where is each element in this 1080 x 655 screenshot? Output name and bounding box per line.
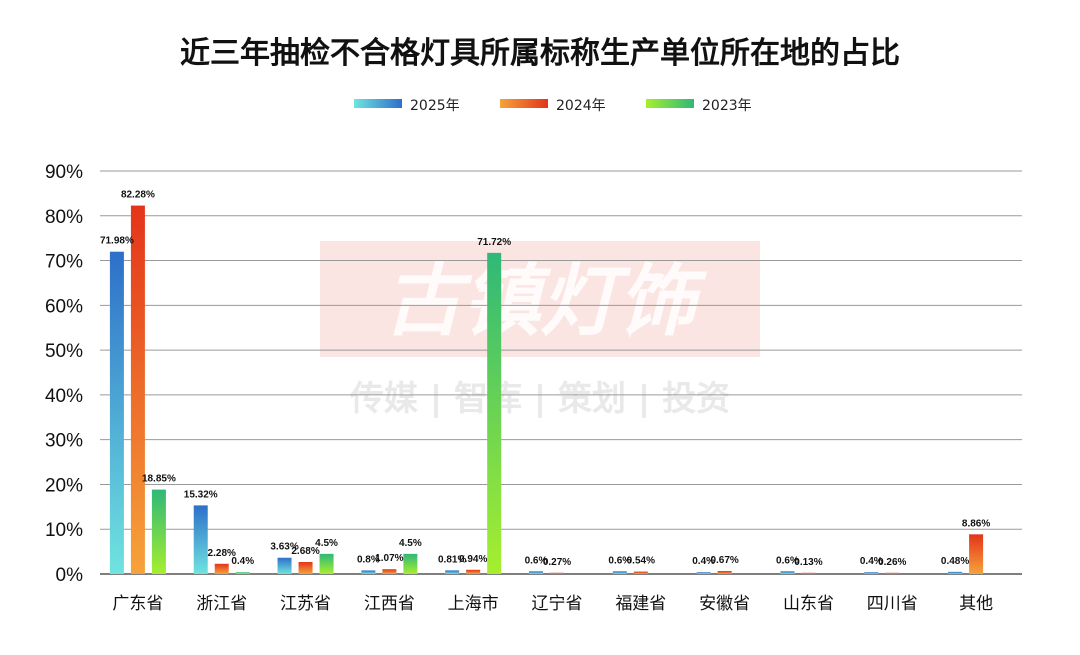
legend-swatch xyxy=(500,99,548,108)
bar xyxy=(382,569,397,574)
x-tick-label: 浙江省 xyxy=(196,594,247,614)
x-tick-label: 四川省 xyxy=(867,594,918,614)
data-label: 3.63% xyxy=(270,542,298,553)
watermark-tagline: 传媒 | 智库 | 策划 | 投资 xyxy=(349,379,730,419)
chart-title: 近三年抽检不合格灯具所属标称生产单位所在地的占比 xyxy=(180,36,900,71)
bar xyxy=(801,572,816,574)
data-label: 4.5% xyxy=(315,538,338,549)
data-label: 0.27% xyxy=(543,557,571,568)
x-tick-label: 广东省 xyxy=(112,594,163,614)
bar xyxy=(780,571,795,574)
bar xyxy=(298,561,313,574)
bar xyxy=(550,572,564,574)
watermark-logo-text: 古镇灯饰 xyxy=(384,256,708,347)
y-tick-label: 90% xyxy=(45,162,83,183)
data-label: 0.4% xyxy=(860,556,883,567)
data-label: 0.4% xyxy=(231,556,254,567)
y-tick-label: 60% xyxy=(45,296,83,317)
legend-label: 2023年 xyxy=(702,98,752,114)
bar xyxy=(717,570,732,574)
y-axis-ticks: 0% 10% 20% 30% 40% 50% 60% 70% 80% 90% xyxy=(45,162,83,586)
y-tick-label: 10% xyxy=(45,520,83,541)
bar xyxy=(214,563,229,574)
bar xyxy=(885,572,900,574)
gridlines xyxy=(100,170,1022,575)
x-tick-label: 安徽省 xyxy=(699,594,750,614)
x-tick-label: 江西省 xyxy=(364,594,415,614)
data-label: 82.28% xyxy=(121,190,155,201)
data-label: 71.98% xyxy=(100,236,134,247)
data-label: 0.13% xyxy=(794,557,822,568)
bar xyxy=(403,553,418,574)
x-tick-label: 辽宁省 xyxy=(532,594,583,614)
data-label: 0.6% xyxy=(776,555,799,566)
legend: 2025年 2024年 2023年 xyxy=(354,98,752,114)
y-tick-label: 30% xyxy=(45,431,83,452)
bar xyxy=(445,570,460,574)
bar xyxy=(466,569,481,574)
data-label: 15.32% xyxy=(184,489,218,500)
bar xyxy=(487,252,502,575)
y-tick-label: 0% xyxy=(56,565,84,586)
y-tick-label: 20% xyxy=(45,475,83,496)
bar xyxy=(969,534,984,574)
y-tick-label: 80% xyxy=(45,207,83,228)
data-label: 2.68% xyxy=(291,546,319,557)
bar xyxy=(109,251,124,574)
bar xyxy=(633,571,648,574)
data-label: 71.72% xyxy=(477,237,511,248)
data-label: 0.81% xyxy=(438,554,466,565)
y-tick-label: 70% xyxy=(45,252,83,273)
data-label: 0.26% xyxy=(878,557,906,568)
data-label: 0.4% xyxy=(692,556,715,567)
data-label: 4.5% xyxy=(399,538,422,549)
x-tick-label: 江苏省 xyxy=(280,594,331,614)
bar xyxy=(193,505,208,574)
bar xyxy=(696,572,711,574)
data-label: 0.6% xyxy=(608,555,631,566)
x-tick-label: 上海市 xyxy=(448,594,499,614)
bar xyxy=(612,571,627,574)
watermark: 古镇灯饰 传媒 | 智库 | 策划 | 投资 xyxy=(320,241,760,419)
bars xyxy=(109,205,984,575)
data-label: 0.8% xyxy=(357,554,380,565)
data-label: 0.54% xyxy=(627,556,655,567)
data-label: 0.67% xyxy=(710,555,738,566)
bar xyxy=(361,570,376,574)
data-label: 0.94% xyxy=(459,554,487,565)
data-label: 8.86% xyxy=(962,518,990,529)
bar xyxy=(235,572,250,574)
x-tick-label: 福建省 xyxy=(615,594,666,614)
data-labels: 71.98%82.28%18.85%15.32%2.28%0.4%3.63%2.… xyxy=(100,190,990,568)
legend-label: 2024年 xyxy=(556,98,606,114)
legend-swatch xyxy=(354,99,402,108)
data-label: 1.07% xyxy=(375,553,403,564)
data-label: 18.85% xyxy=(142,474,176,485)
data-label: 0.6% xyxy=(525,555,548,566)
bar xyxy=(319,553,334,574)
bar xyxy=(277,557,292,574)
y-tick-label: 50% xyxy=(45,341,83,362)
bar xyxy=(529,571,543,574)
bar xyxy=(948,571,963,574)
x-tick-label: 山东省 xyxy=(783,594,834,614)
legend-swatch xyxy=(646,99,694,108)
bar xyxy=(151,489,166,574)
x-axis-ticks: 广东省 浙江省 江苏省 江西省 上海市 辽宁省 福建省 安徽省 山东省 四川省 其他 xyxy=(112,594,993,614)
bar xyxy=(130,205,145,574)
legend-label: 2025年 xyxy=(410,98,460,114)
bar xyxy=(864,572,879,574)
x-tick-label: 其他 xyxy=(959,594,993,614)
data-label: 0.48% xyxy=(941,556,969,567)
y-tick-label: 40% xyxy=(45,386,83,407)
data-label: 2.28% xyxy=(208,548,236,559)
